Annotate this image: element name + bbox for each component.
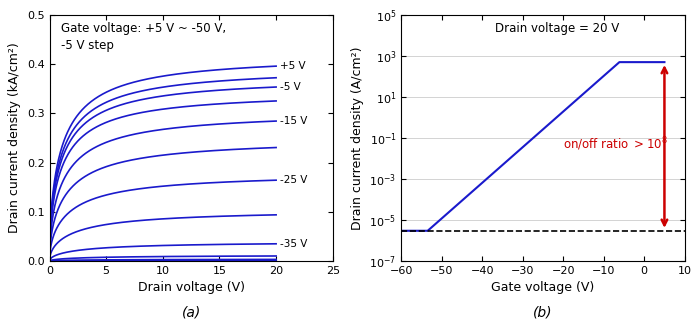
Text: (a): (a) (181, 305, 201, 319)
Text: +5 V: +5 V (279, 61, 305, 71)
Y-axis label: Drain current density (A/cm²): Drain current density (A/cm²) (351, 46, 364, 230)
Text: on/off ratio $>$$10^8$: on/off ratio $>$$10^8$ (564, 135, 668, 153)
Text: (b): (b) (533, 305, 553, 319)
Text: Gate voltage: +5 V ~ -50 V,
-5 V step: Gate voltage: +5 V ~ -50 V, -5 V step (61, 22, 226, 52)
X-axis label: Gate voltage (V): Gate voltage (V) (491, 282, 595, 294)
Text: Drain voltage = 20 V: Drain voltage = 20 V (495, 22, 620, 35)
Text: -25 V: -25 V (279, 175, 307, 185)
X-axis label: Drain voltage (V): Drain voltage (V) (138, 282, 244, 294)
Text: -35 V: -35 V (279, 239, 307, 249)
Text: -5 V: -5 V (279, 82, 300, 92)
Text: -15 V: -15 V (279, 116, 307, 126)
Y-axis label: Drain current density (kA/cm²): Drain current density (kA/cm²) (8, 43, 21, 233)
